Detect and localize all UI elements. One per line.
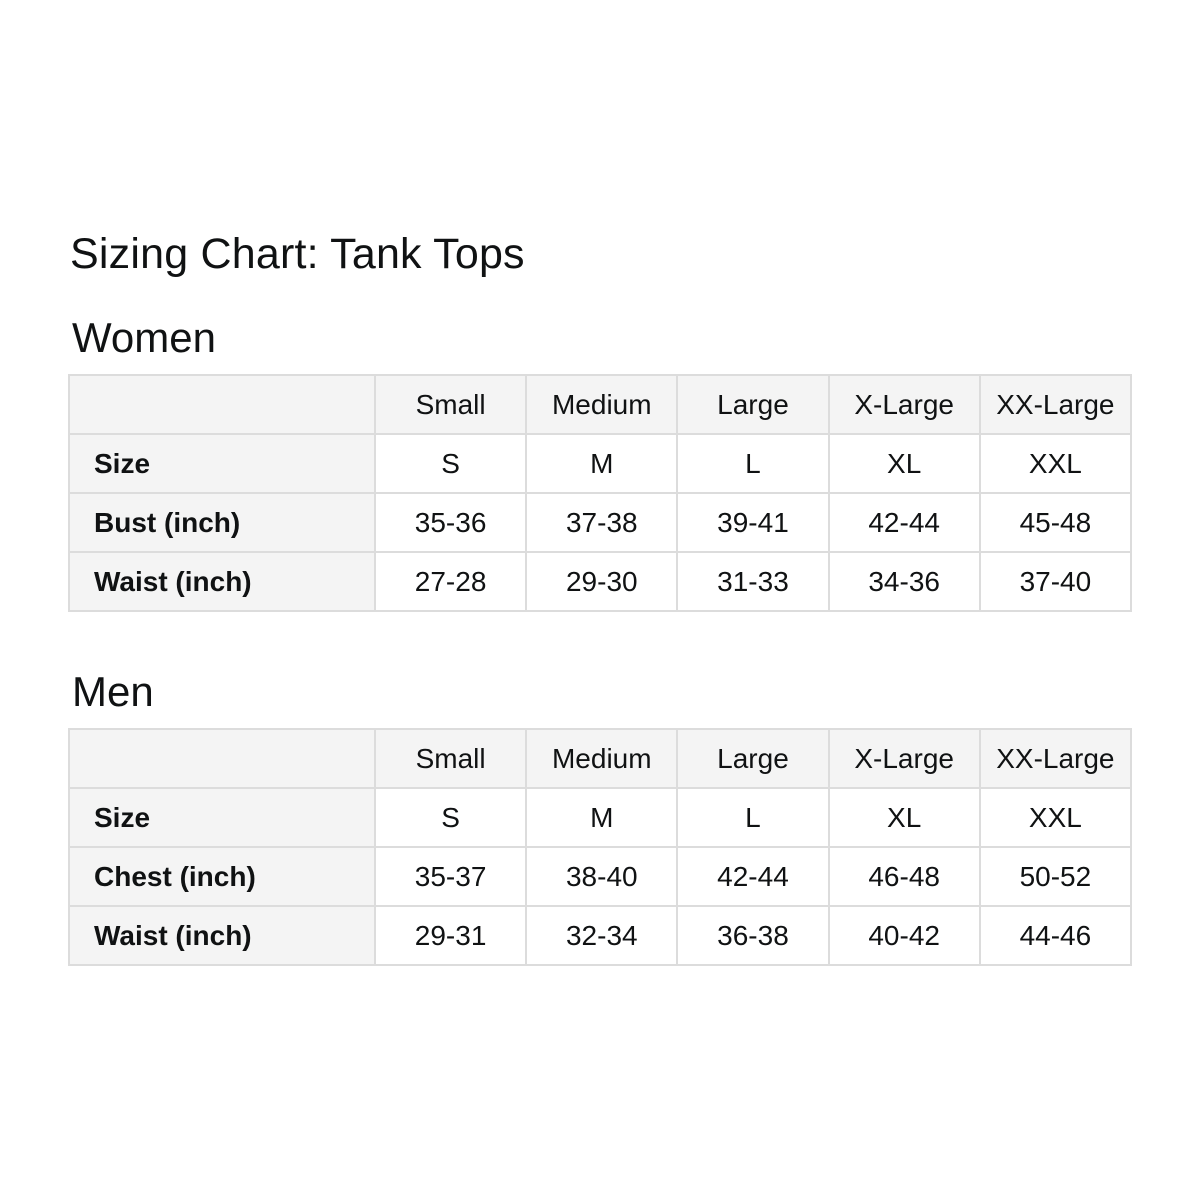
table-row-size: Size S M L XL XXL (68, 433, 1133, 494)
table-row-chest: Chest (inch) 35-37 38-40 42-44 46-48 50-… (68, 846, 1133, 907)
corner-cell (68, 728, 376, 789)
table-cell: XXL (978, 433, 1133, 494)
corner-cell (68, 374, 376, 435)
table-cell: 37-38 (525, 492, 679, 553)
table-cell: 34-36 (827, 551, 981, 612)
table-cell: M (525, 787, 679, 848)
section-heading-men: Men (72, 668, 154, 715)
table-cell: L (676, 433, 830, 494)
column-header-large: Large (676, 728, 830, 789)
table-cell: 32-34 (525, 905, 679, 966)
table-cell: 40-42 (827, 905, 981, 966)
table-cell: XXL (978, 787, 1133, 848)
row-label-waist: Waist (inch) (68, 551, 376, 612)
table-cell: S (373, 433, 528, 494)
table-row-size: Size S M L XL XXL (68, 787, 1133, 848)
column-header-small: Small (373, 374, 528, 435)
column-header-xx-large: XX-Large (978, 374, 1133, 435)
table-cell: 42-44 (676, 846, 830, 907)
table-cell: 27-28 (373, 551, 528, 612)
row-label-waist: Waist (inch) (68, 905, 376, 966)
table-row-waist: Waist (inch) 27-28 29-30 31-33 34-36 37-… (68, 551, 1133, 612)
table-cell: XL (827, 433, 981, 494)
column-header-large: Large (676, 374, 830, 435)
table-cell: 39-41 (676, 492, 830, 553)
table-cell: 35-37 (373, 846, 528, 907)
column-header-medium: Medium (525, 374, 679, 435)
table-cell: M (525, 433, 679, 494)
table-cell: S (373, 787, 528, 848)
women-size-table: Small Medium Large X-Large XX-Large Size… (68, 374, 1133, 612)
table-cell: 42-44 (827, 492, 981, 553)
row-label-bust: Bust (inch) (68, 492, 376, 553)
table-cell: 38-40 (525, 846, 679, 907)
men-header-row: Small Medium Large X-Large XX-Large (68, 728, 1133, 789)
table-cell: 45-48 (978, 492, 1133, 553)
column-header-xx-large: XX-Large (978, 728, 1133, 789)
page-title: Sizing Chart: Tank Tops (70, 230, 525, 278)
row-label-chest: Chest (inch) (68, 846, 376, 907)
row-label-size: Size (68, 787, 376, 848)
column-header-x-large: X-Large (827, 728, 981, 789)
column-header-medium: Medium (525, 728, 679, 789)
table-cell: 29-30 (525, 551, 679, 612)
table-cell: 37-40 (978, 551, 1133, 612)
table-cell: 31-33 (676, 551, 830, 612)
column-header-small: Small (373, 728, 528, 789)
table-cell: 36-38 (676, 905, 830, 966)
column-header-x-large: X-Large (827, 374, 981, 435)
table-cell: 50-52 (978, 846, 1133, 907)
table-cell: 29-31 (373, 905, 528, 966)
section-heading-women: Women (72, 314, 216, 361)
men-size-table: Small Medium Large X-Large XX-Large Size… (68, 728, 1133, 966)
table-cell: 35-36 (373, 492, 528, 553)
table-cell: 46-48 (827, 846, 981, 907)
table-cell: L (676, 787, 830, 848)
row-label-size: Size (68, 433, 376, 494)
table-row-bust: Bust (inch) 35-36 37-38 39-41 42-44 45-4… (68, 492, 1133, 553)
women-header-row: Small Medium Large X-Large XX-Large (68, 374, 1133, 435)
table-cell: 44-46 (978, 905, 1133, 966)
table-cell: XL (827, 787, 981, 848)
table-row-waist: Waist (inch) 29-31 32-34 36-38 40-42 44-… (68, 905, 1133, 966)
